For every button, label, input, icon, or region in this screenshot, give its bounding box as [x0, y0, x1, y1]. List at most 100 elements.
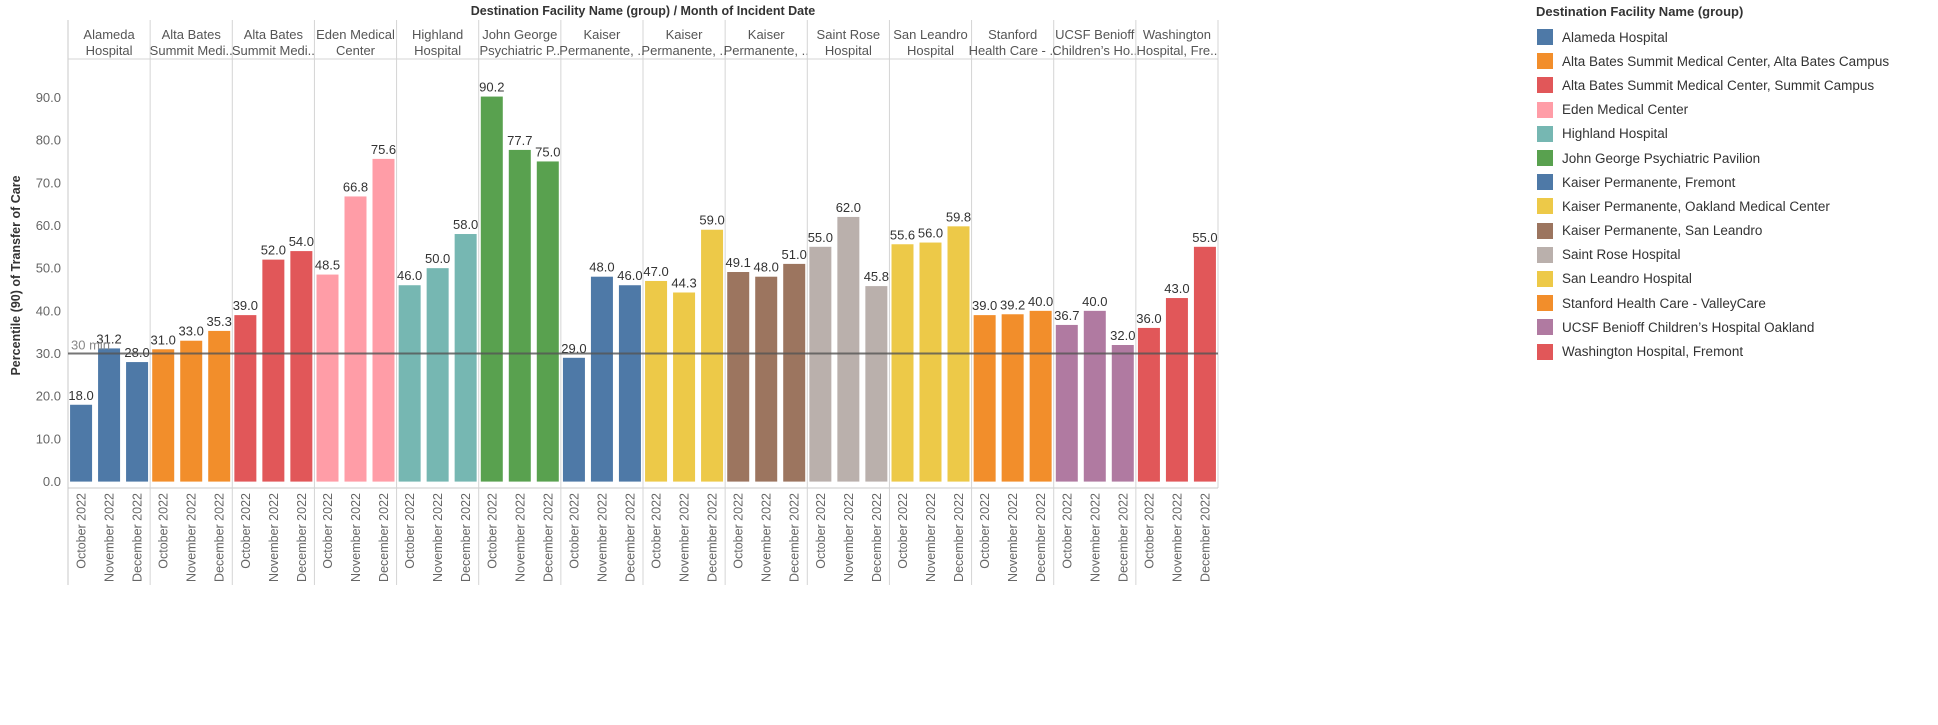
- bar: [98, 348, 120, 481]
- x-tick-label: October 2022: [239, 493, 253, 569]
- reference-line-label: 30 min: [71, 338, 110, 353]
- bar: [399, 285, 421, 481]
- bar: [755, 277, 777, 482]
- x-tick-label: December 2022: [788, 493, 802, 582]
- bar-value-label: 90.2: [479, 80, 504, 95]
- x-tick-label: October 2022: [650, 493, 664, 569]
- facility-header-label: Center: [336, 43, 376, 58]
- legend-item[interactable]: Stanford Health Care - ValleyCare: [1536, 291, 1936, 315]
- legend-item[interactable]: John George Psychiatric Pavilion: [1536, 146, 1936, 170]
- facility-header-label: Kaiser: [748, 27, 786, 42]
- legend-swatch: [1537, 295, 1553, 311]
- legend-item[interactable]: San Leandro Hospital: [1536, 267, 1936, 291]
- bar: [1056, 325, 1078, 482]
- bar-value-label: 59.8: [946, 209, 971, 224]
- legend-item[interactable]: Kaiser Permanente, San Leandro: [1536, 219, 1936, 243]
- x-tick-label: December 2022: [706, 493, 720, 582]
- legend-swatch: [1537, 77, 1553, 93]
- bar: [290, 251, 312, 482]
- facility-header-label: Summit Medi..: [232, 43, 315, 58]
- bar-value-label: 46.0: [397, 268, 422, 283]
- facility-header-label: Hospital: [86, 43, 133, 58]
- bar: [481, 97, 503, 482]
- x-tick-label: November 2022: [513, 493, 527, 582]
- y-tick-label: 30.0: [36, 346, 61, 361]
- x-tick-label: October 2022: [485, 493, 499, 569]
- bar-value-label: 48.5: [315, 258, 340, 273]
- x-tick-label: December 2022: [1034, 493, 1048, 582]
- x-tick-label: November 2022: [185, 493, 199, 582]
- facility-header-label: Hospital, Fre..: [1136, 43, 1217, 58]
- bar: [563, 358, 585, 482]
- legend-label: Alameda Hospital: [1562, 30, 1668, 45]
- facility-header-label: San Leandro: [893, 27, 967, 42]
- facility-header-label: Washington: [1143, 27, 1211, 42]
- bar-value-label: 40.0: [1028, 294, 1053, 309]
- bar: [809, 247, 831, 482]
- facility-header-label: Hospital: [414, 43, 461, 58]
- facility-header-label: Alta Bates: [162, 27, 222, 42]
- bar-value-label: 77.7: [507, 133, 532, 148]
- x-tick-label: October 2022: [732, 493, 746, 569]
- x-tick-label: December 2022: [377, 493, 391, 582]
- legend-item[interactable]: UCSF Benioff Children’s Hospital Oakland: [1536, 315, 1936, 339]
- bar-value-label: 39.0: [972, 298, 997, 313]
- bar-value-label: 50.0: [425, 251, 450, 266]
- x-tick-label: December 2022: [131, 493, 145, 582]
- facility-header-label: Alameda: [83, 27, 135, 42]
- legend-item[interactable]: Washington Hospital, Fremont: [1536, 339, 1936, 363]
- x-tick-label: November 2022: [267, 493, 281, 582]
- legend-item[interactable]: Eden Medical Center: [1536, 98, 1936, 122]
- facility-header-label: Hospital: [907, 43, 954, 58]
- legend-item[interactable]: Kaiser Permanente, Fremont: [1536, 170, 1936, 194]
- x-tick-label: October 2022: [321, 493, 335, 569]
- bar: [920, 243, 942, 482]
- legend-item[interactable]: Saint Rose Hospital: [1536, 243, 1936, 267]
- bar-value-label: 51.0: [782, 247, 807, 262]
- bar: [180, 341, 202, 482]
- bar-value-label: 36.7: [1054, 308, 1079, 323]
- legend-item[interactable]: Highland Hospital: [1536, 122, 1936, 146]
- bar-value-label: 43.0: [1164, 281, 1189, 296]
- legend-label: Kaiser Permanente, Oakland Medical Cente…: [1562, 199, 1830, 214]
- x-tick-label: October 2022: [1142, 493, 1156, 569]
- bar: [1002, 314, 1024, 481]
- x-tick-label: December 2022: [213, 493, 227, 582]
- bar-value-label: 39.0: [233, 298, 258, 313]
- legend-label: Stanford Health Care - ValleyCare: [1562, 296, 1766, 311]
- bar: [345, 196, 367, 481]
- x-tick-label: November 2022: [1088, 493, 1102, 582]
- facility-header-label: Permanente, ..: [559, 43, 644, 58]
- bar-value-label: 31.0: [151, 332, 176, 347]
- bar-value-label: 32.0: [1110, 328, 1135, 343]
- bar: [865, 286, 887, 482]
- legend-label: Washington Hospital, Fremont: [1562, 344, 1743, 359]
- facility-header-label: Children’s Ho..: [1052, 43, 1137, 58]
- legend-label: Highland Hospital: [1562, 126, 1668, 141]
- y-tick-label: 0.0: [43, 474, 61, 489]
- bar-value-label: 55.0: [1192, 230, 1217, 245]
- x-tick-label: October 2022: [403, 493, 417, 569]
- facility-header-label: Alta Bates: [244, 27, 304, 42]
- x-tick-label: December 2022: [623, 493, 637, 582]
- bar-value-label: 35.3: [207, 314, 232, 329]
- bar: [509, 150, 531, 482]
- legend-swatch: [1537, 102, 1553, 118]
- x-tick-label: November 2022: [760, 493, 774, 582]
- legend-item[interactable]: Alameda Hospital: [1536, 25, 1936, 49]
- bar: [70, 405, 92, 482]
- x-tick-label: December 2022: [1198, 493, 1212, 582]
- y-tick-label: 80.0: [36, 133, 61, 148]
- bar-value-label: 49.1: [726, 255, 751, 270]
- legend-item[interactable]: Alta Bates Summit Medical Center, Summit…: [1536, 73, 1936, 97]
- x-tick-label: October 2022: [567, 493, 581, 569]
- bar: [837, 217, 859, 482]
- bar-value-label: 62.0: [836, 200, 861, 215]
- legend-swatch: [1537, 344, 1553, 360]
- bar: [1112, 345, 1134, 482]
- x-tick-label: December 2022: [870, 493, 884, 582]
- legend-item[interactable]: Kaiser Permanente, Oakland Medical Cente…: [1536, 194, 1936, 218]
- y-tick-label: 20.0: [36, 389, 61, 404]
- legend-item[interactable]: Alta Bates Summit Medical Center, Alta B…: [1536, 49, 1936, 73]
- x-tick-label: October 2022: [75, 493, 89, 569]
